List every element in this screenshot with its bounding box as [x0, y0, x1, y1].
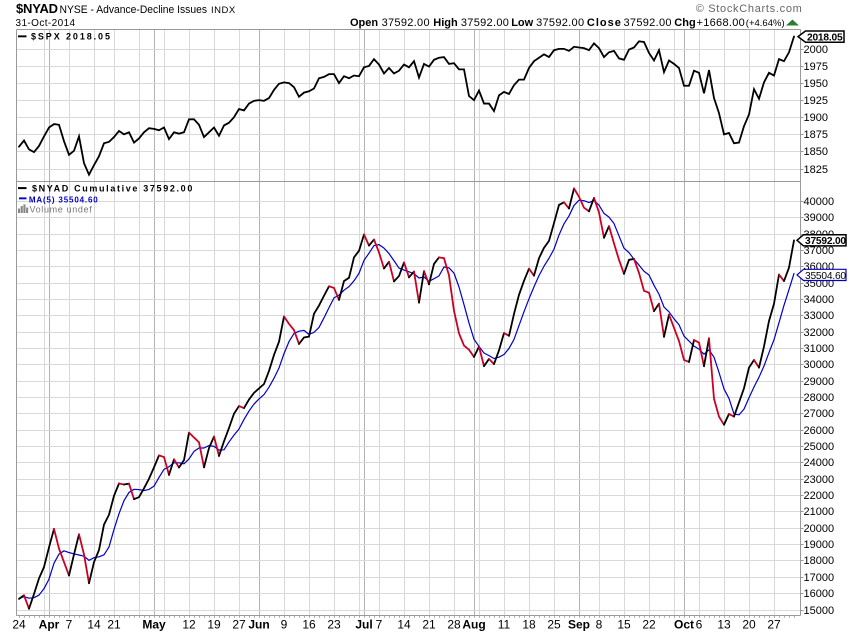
svg-text:39000: 39000 — [804, 212, 835, 224]
svg-text:29000: 29000 — [804, 376, 835, 388]
svg-text:1975: 1975 — [804, 61, 828, 73]
svg-text:37592.00: 37592.00 — [536, 17, 584, 29]
svg-text:19000: 19000 — [804, 539, 835, 551]
svg-text:20: 20 — [742, 618, 756, 632]
svg-text:8: 8 — [596, 618, 603, 632]
svg-text:24000: 24000 — [804, 457, 835, 469]
svg-text:35504.60: 35504.60 — [805, 271, 846, 282]
svg-text:37592.00: 37592.00 — [805, 236, 846, 247]
svg-text:37592.00: 37592.00 — [382, 17, 430, 29]
svg-text:(+4.64%): (+4.64%) — [746, 18, 785, 29]
svg-text:24: 24 — [12, 618, 26, 632]
svg-text:$SPX 2018.05: $SPX 2018.05 — [31, 32, 112, 42]
svg-text:Low: Low — [511, 17, 533, 29]
svg-text:40000: 40000 — [804, 196, 835, 208]
svg-text:22: 22 — [642, 618, 656, 632]
svg-text:30000: 30000 — [804, 359, 835, 371]
svg-text:37592.00: 37592.00 — [624, 17, 672, 29]
svg-text:Apr: Apr — [39, 618, 60, 632]
svg-text:23000: 23000 — [804, 474, 835, 486]
svg-text:15: 15 — [617, 618, 631, 632]
svg-text:NYSE - Advance-Decline Issues: NYSE - Advance-Decline Issues — [60, 4, 208, 16]
svg-text:37000: 37000 — [804, 245, 835, 257]
svg-text:Open: Open — [350, 17, 378, 29]
svg-text:1950: 1950 — [804, 78, 828, 90]
svg-text:2018.05: 2018.05 — [807, 33, 843, 44]
svg-text:22000: 22000 — [804, 490, 835, 502]
svg-text:34000: 34000 — [804, 294, 835, 306]
svg-text:High: High — [433, 17, 458, 29]
svg-text:27: 27 — [232, 618, 246, 632]
svg-text:31-Oct-2014: 31-Oct-2014 — [16, 18, 76, 29]
svg-text:Oct: Oct — [674, 618, 694, 632]
svg-text:28000: 28000 — [804, 392, 835, 404]
svg-text:+1668.00: +1668.00 — [697, 17, 746, 29]
svg-text:18: 18 — [522, 618, 536, 632]
svg-text:Chg: Chg — [674, 17, 695, 29]
svg-text:21000: 21000 — [804, 506, 835, 518]
svg-text:31000: 31000 — [804, 343, 835, 355]
svg-text:25000: 25000 — [804, 441, 835, 453]
svg-text:11: 11 — [498, 618, 511, 632]
svg-text:© StockCharts.com: © StockCharts.com — [696, 3, 803, 15]
svg-text:12: 12 — [182, 618, 196, 632]
svg-text:32000: 32000 — [804, 327, 835, 339]
svg-text:33000: 33000 — [804, 310, 835, 322]
svg-text:21: 21 — [422, 618, 436, 632]
svg-text:37592.00: 37592.00 — [461, 17, 509, 29]
svg-text:MA(5) 35504.60: MA(5) 35504.60 — [29, 196, 99, 205]
svg-text:6: 6 — [696, 618, 703, 632]
svg-text:23: 23 — [327, 618, 341, 632]
svg-text:1825: 1825 — [804, 164, 828, 176]
svg-text:20000: 20000 — [804, 523, 835, 535]
svg-text:14: 14 — [87, 618, 101, 632]
svg-text:27000: 27000 — [804, 408, 835, 420]
svg-text:14: 14 — [397, 618, 411, 632]
svg-text:1925: 1925 — [804, 95, 828, 107]
svg-text:Jun: Jun — [248, 618, 269, 632]
svg-text:26000: 26000 — [804, 425, 835, 437]
svg-text:Jul: Jul — [355, 618, 372, 632]
svg-text:19: 19 — [207, 618, 221, 632]
svg-text:1900: 1900 — [804, 112, 828, 124]
svg-text:16000: 16000 — [804, 588, 835, 600]
svg-text:16: 16 — [302, 618, 316, 632]
svg-text:1850: 1850 — [804, 146, 828, 158]
svg-text:21: 21 — [107, 618, 121, 632]
svg-text:2000: 2000 — [804, 44, 828, 56]
svg-text:1875: 1875 — [804, 129, 828, 141]
svg-text:15000: 15000 — [804, 605, 835, 617]
svg-text:18000: 18000 — [804, 555, 835, 567]
svg-text:Volume undef: Volume undef — [30, 204, 93, 214]
svg-text:Sep: Sep — [568, 618, 590, 632]
svg-text:9: 9 — [281, 618, 288, 632]
svg-text:27: 27 — [767, 618, 781, 632]
svg-text:7: 7 — [66, 618, 73, 632]
svg-text:13: 13 — [717, 618, 731, 632]
svg-text:Aug: Aug — [462, 618, 485, 632]
svg-text:25: 25 — [547, 618, 561, 632]
svg-text:$NYAD Cumulative 37592.00: $NYAD Cumulative 37592.00 — [32, 184, 194, 194]
svg-text:17000: 17000 — [804, 572, 835, 584]
svg-text:Close: Close — [587, 17, 622, 29]
svg-text:INDX: INDX — [211, 5, 236, 16]
svg-text:28: 28 — [447, 618, 461, 632]
svg-text:$NYAD: $NYAD — [16, 1, 58, 16]
svg-text:May: May — [142, 618, 166, 632]
svg-text:7: 7 — [376, 618, 383, 632]
